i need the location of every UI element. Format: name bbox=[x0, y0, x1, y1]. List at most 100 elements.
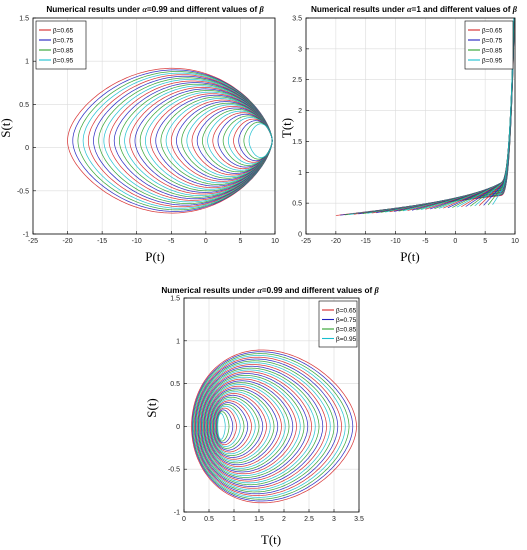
chart-title: Numerical results under α=1 and differen… bbox=[311, 5, 518, 14]
x-ticks: 0 0.5 1 1.5 2 2.5 3 3.5 bbox=[182, 509, 364, 523]
y-ticks: 0 0.5 1 1.5 2 2.5 3 3.5 bbox=[292, 16, 309, 239]
series-line-3 bbox=[160, 96, 273, 185]
legend-entry: β=0.65 bbox=[336, 307, 357, 314]
series-line-3 bbox=[192, 353, 350, 500]
series-line-4 bbox=[248, 123, 273, 158]
legend-entry: β=0.95 bbox=[482, 57, 503, 64]
series-line-3 bbox=[195, 360, 335, 493]
series-line-4 bbox=[186, 104, 273, 177]
y-tick-label: 1 bbox=[176, 338, 180, 345]
x-tick-label: 0.5 bbox=[204, 516, 214, 523]
y-ticks: -1 -0.5 0 0.5 1 1.5 bbox=[168, 296, 187, 517]
x-ticks: -25 -20 -15 -10 -5 0 5 10 bbox=[28, 231, 279, 245]
y-tick-label: 0 bbox=[25, 145, 29, 152]
series-line-1 bbox=[191, 349, 357, 504]
y-axis-label: S(t) bbox=[144, 398, 159, 418]
chart-panel-p-t: Numerical results under α=1 and differen… bbox=[279, 5, 519, 264]
x-tick-label: 10 bbox=[511, 238, 519, 245]
series-line-3 bbox=[198, 367, 320, 486]
legend-box bbox=[35, 20, 87, 70]
y-tick-label: 1.5 bbox=[170, 296, 180, 303]
x-tick-label: -10 bbox=[391, 238, 401, 245]
y-axis-label: S(t) bbox=[0, 118, 13, 138]
y-axis-label: T(t) bbox=[279, 118, 294, 138]
y-tick-label: 1 bbox=[25, 59, 29, 66]
series-line-2 bbox=[206, 387, 279, 466]
legend-entry: β=0.95 bbox=[53, 57, 74, 64]
series-line-4 bbox=[217, 413, 226, 440]
series-line-2 bbox=[203, 380, 294, 473]
y-tick-label: -1 bbox=[23, 232, 29, 239]
series-line-2 bbox=[93, 75, 273, 206]
x-tick-label: -20 bbox=[331, 238, 341, 245]
legend-entry: β=0.65 bbox=[53, 27, 74, 34]
series-line-2 bbox=[212, 402, 249, 451]
series-line-4 bbox=[103, 79, 273, 203]
x-axis-label: T(t) bbox=[261, 532, 281, 547]
chart-title: Numerical results under α=0.99 and diffe… bbox=[46, 5, 264, 14]
x-axis-label: P(t) bbox=[400, 249, 420, 264]
series-line-4 bbox=[492, 18, 515, 205]
x-tick-label: 2.5 bbox=[304, 516, 314, 523]
series-line-4 bbox=[82, 72, 273, 209]
chart-panel-t-s: Numerical results under α=0.99 and diffe… bbox=[144, 286, 379, 547]
legend-entry: β=0.85 bbox=[336, 326, 357, 333]
series-line-1 bbox=[206, 385, 282, 467]
series-line-4 bbox=[205, 384, 286, 469]
series-line-2 bbox=[113, 82, 273, 200]
series-line-1 bbox=[191, 106, 273, 176]
series-line-2 bbox=[155, 94, 273, 187]
series-line-4 bbox=[124, 85, 273, 196]
series-line-3 bbox=[222, 115, 273, 166]
series-line-3 bbox=[216, 411, 230, 442]
y-tick-label: 0 bbox=[176, 424, 180, 431]
series-line-1 bbox=[194, 356, 342, 496]
series-line-4 bbox=[207, 110, 273, 171]
x-tick-label: 0 bbox=[453, 238, 457, 245]
y-tick-label: 0.5 bbox=[170, 381, 180, 388]
x-tick-label: -15 bbox=[361, 238, 371, 245]
y-tick-label: -0.5 bbox=[17, 188, 29, 195]
x-tick-label: -20 bbox=[63, 238, 73, 245]
y-tick-label: 0.5 bbox=[19, 102, 29, 109]
x-tick-label: 3 bbox=[332, 516, 336, 523]
legend: β=0.65 β=0.75 β=0.85 β=0.95 bbox=[35, 20, 87, 70]
x-tick-label: -5 bbox=[422, 238, 428, 245]
series-line-4 bbox=[145, 91, 273, 190]
x-tick-label: 1 bbox=[232, 516, 236, 523]
series-line-3 bbox=[119, 83, 273, 198]
y-tick-label: 1.5 bbox=[19, 16, 29, 23]
legend-entry: β=0.85 bbox=[53, 47, 74, 54]
series-line-3 bbox=[77, 71, 273, 211]
x-tick-label: -5 bbox=[168, 238, 174, 245]
series-line-2 bbox=[200, 373, 309, 480]
y-tick-label: 0.5 bbox=[292, 201, 302, 208]
series-line-1 bbox=[212, 400, 252, 453]
series-line-4 bbox=[211, 398, 256, 455]
series-line-2 bbox=[72, 69, 273, 212]
legend-entry: β=0.75 bbox=[336, 317, 357, 324]
series-line-1 bbox=[87, 74, 273, 208]
x-tick-label: -25 bbox=[301, 238, 311, 245]
series-line-4 bbox=[208, 391, 271, 462]
series-line-3 bbox=[207, 389, 275, 464]
series-line-4 bbox=[165, 98, 273, 184]
legend-box bbox=[318, 300, 358, 348]
x-tick-label: -25 bbox=[28, 238, 38, 245]
legend: β=0.65 β=0.75 β=0.85 β=0.95 bbox=[464, 20, 514, 70]
x-ticks: -25 -20 -15 -10 -5 0 5 10 bbox=[301, 231, 519, 245]
y-ticks: -1 -0.5 0 0.5 1 1.5 bbox=[17, 16, 36, 239]
series-line-1 bbox=[212, 112, 273, 170]
legend-box bbox=[464, 20, 514, 70]
plot-frame bbox=[183, 297, 360, 513]
series-line-2 bbox=[196, 107, 273, 174]
series-line-1 bbox=[67, 67, 273, 214]
legend-entry: β=0.85 bbox=[482, 47, 503, 54]
series-line-4 bbox=[214, 405, 241, 447]
y-tick-label: 0 bbox=[298, 232, 302, 239]
series-line-4 bbox=[196, 362, 331, 491]
x-tick-label: 1.5 bbox=[254, 516, 264, 523]
x-axis-label: P(t) bbox=[145, 249, 165, 264]
legend-entry: β=0.95 bbox=[336, 336, 357, 343]
series-line-1 bbox=[150, 93, 273, 189]
